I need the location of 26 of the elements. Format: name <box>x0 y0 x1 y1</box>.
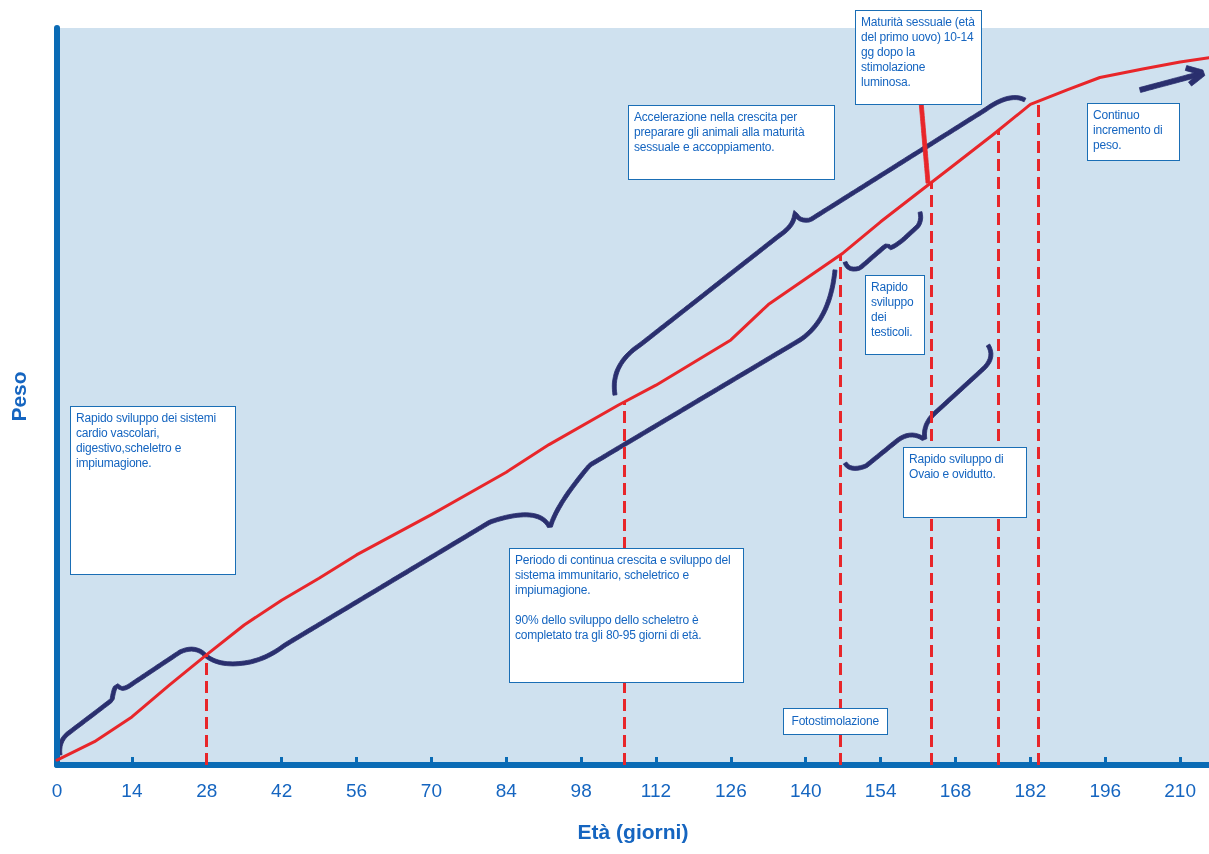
x-tick-label: 42 <box>271 780 293 801</box>
x-tick-label: 70 <box>420 780 442 801</box>
x-tick-label: 182 <box>1014 780 1047 801</box>
x-tick-label: 14 <box>121 780 143 801</box>
x-tick-label: 28 <box>196 780 218 801</box>
x-tick-label: 126 <box>715 780 747 801</box>
x-tick-label: 196 <box>1089 780 1122 801</box>
note-box: Accelerazione nella crescita per preparare gli animali alla maturità sessuale e accoppiamento. <box>628 105 835 180</box>
x-tick-label: 154 <box>864 780 897 801</box>
note-box: Fotostimolazione <box>782 708 888 735</box>
x-tick-label: 84 <box>495 780 518 801</box>
note-box: Rapido sviluppo dei testicoli. <box>865 275 925 355</box>
x-tick-label: 210 <box>1164 780 1196 801</box>
x-tick-label: 112 <box>640 780 672 801</box>
x-tick-label: 56 <box>345 780 368 801</box>
x-tick-label: 0 <box>51 780 63 801</box>
note-box: Rapido sviluppo dei sistemi cardio vascolari, digestivo,scheletro e impiumagione. <box>70 406 236 575</box>
x-tick-label: 140 <box>789 780 822 801</box>
note-box: Continuo incremento di peso. <box>1087 103 1180 161</box>
note-box: Periodo di continua crescita e sviluppo del sistema immunitario, scheletrico e impiumagione. 90% dello sviluppo dello scheletro è completato tra gli 80-95 giorni di età. <box>509 548 744 683</box>
x-tick-label: 168 <box>939 780 972 801</box>
note-box: Maturità sessuale (età del primo uovo) 10-14 gg dopo la stimolazione luminosa. <box>855 10 982 105</box>
x-tick-label: 98 <box>570 780 592 801</box>
note-box: Rapido sviluppo di Ovaio e ovidutto. <box>903 447 1027 518</box>
x-axis-title: Età (giorni) <box>577 820 689 843</box>
y-axis-title: Peso <box>7 371 30 422</box>
